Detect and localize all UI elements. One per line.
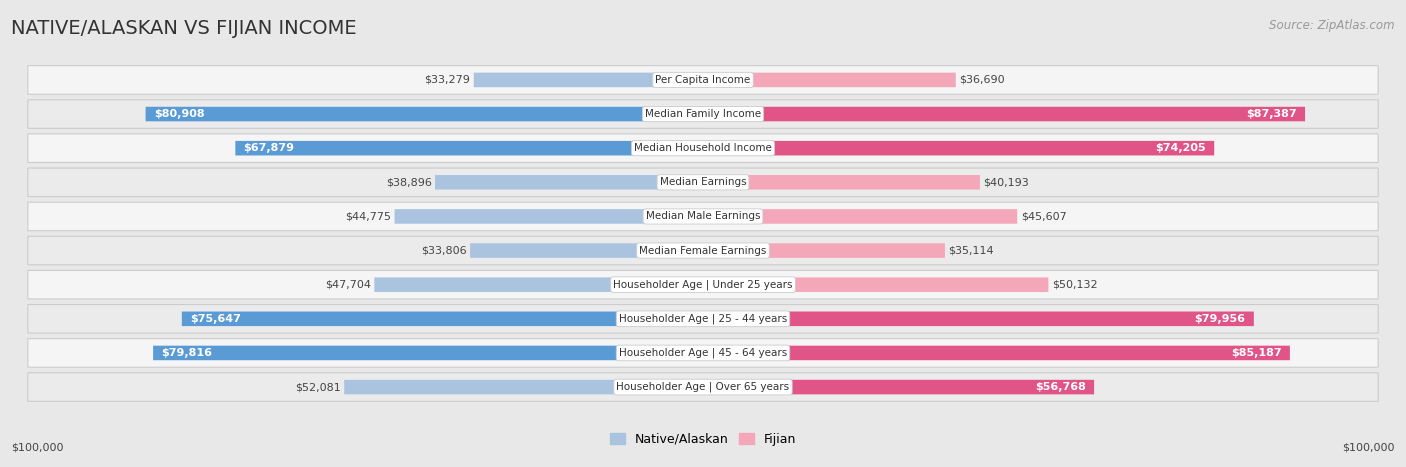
Text: $100,000: $100,000 (11, 443, 63, 453)
Text: $80,908: $80,908 (153, 109, 204, 119)
FancyBboxPatch shape (28, 270, 1378, 299)
FancyBboxPatch shape (703, 141, 1215, 156)
FancyBboxPatch shape (28, 304, 1378, 333)
Text: Median Household Income: Median Household Income (634, 143, 772, 153)
Text: $56,768: $56,768 (1035, 382, 1085, 392)
Text: $47,704: $47,704 (325, 280, 371, 290)
FancyBboxPatch shape (28, 168, 1378, 197)
Text: Source: ZipAtlas.com: Source: ZipAtlas.com (1270, 19, 1395, 32)
Text: $67,879: $67,879 (243, 143, 295, 153)
FancyBboxPatch shape (703, 107, 1305, 121)
FancyBboxPatch shape (28, 236, 1378, 265)
Text: $44,775: $44,775 (344, 212, 391, 221)
FancyBboxPatch shape (146, 107, 703, 121)
FancyBboxPatch shape (395, 209, 703, 224)
Text: $33,279: $33,279 (425, 75, 470, 85)
Text: Median Earnings: Median Earnings (659, 177, 747, 187)
Text: $33,806: $33,806 (420, 246, 467, 255)
FancyBboxPatch shape (344, 380, 703, 394)
FancyBboxPatch shape (703, 73, 956, 87)
Text: $40,193: $40,193 (983, 177, 1029, 187)
FancyBboxPatch shape (703, 346, 1289, 360)
Text: $38,896: $38,896 (385, 177, 432, 187)
FancyBboxPatch shape (703, 175, 980, 190)
Text: $45,607: $45,607 (1021, 212, 1066, 221)
FancyBboxPatch shape (703, 311, 1254, 326)
Text: Median Male Earnings: Median Male Earnings (645, 212, 761, 221)
FancyBboxPatch shape (703, 209, 1017, 224)
FancyBboxPatch shape (374, 277, 703, 292)
Text: $85,187: $85,187 (1232, 348, 1282, 358)
FancyBboxPatch shape (28, 66, 1378, 94)
Text: Householder Age | Over 65 years: Householder Age | Over 65 years (616, 382, 790, 392)
FancyBboxPatch shape (28, 339, 1378, 367)
FancyBboxPatch shape (153, 346, 703, 360)
Text: $100,000: $100,000 (1343, 443, 1395, 453)
Text: $35,114: $35,114 (949, 246, 994, 255)
Text: $79,816: $79,816 (162, 348, 212, 358)
FancyBboxPatch shape (235, 141, 703, 156)
Text: $87,387: $87,387 (1246, 109, 1296, 119)
Text: Householder Age | Under 25 years: Householder Age | Under 25 years (613, 279, 793, 290)
FancyBboxPatch shape (181, 311, 703, 326)
Text: NATIVE/ALASKAN VS FIJIAN INCOME: NATIVE/ALASKAN VS FIJIAN INCOME (11, 19, 357, 38)
Text: Median Female Earnings: Median Female Earnings (640, 246, 766, 255)
FancyBboxPatch shape (28, 134, 1378, 163)
FancyBboxPatch shape (703, 277, 1049, 292)
FancyBboxPatch shape (474, 73, 703, 87)
FancyBboxPatch shape (470, 243, 703, 258)
Text: $75,647: $75,647 (190, 314, 240, 324)
Text: $74,205: $74,205 (1156, 143, 1206, 153)
Text: $36,690: $36,690 (959, 75, 1005, 85)
FancyBboxPatch shape (703, 243, 945, 258)
Text: $52,081: $52,081 (295, 382, 340, 392)
Text: Householder Age | 45 - 64 years: Householder Age | 45 - 64 years (619, 348, 787, 358)
Text: $50,132: $50,132 (1052, 280, 1098, 290)
Text: Householder Age | 25 - 44 years: Householder Age | 25 - 44 years (619, 313, 787, 324)
FancyBboxPatch shape (28, 202, 1378, 231)
Text: Per Capita Income: Per Capita Income (655, 75, 751, 85)
Text: $79,956: $79,956 (1195, 314, 1246, 324)
FancyBboxPatch shape (28, 373, 1378, 401)
FancyBboxPatch shape (434, 175, 703, 190)
Legend: Native/Alaskan, Fijian: Native/Alaskan, Fijian (605, 428, 801, 451)
FancyBboxPatch shape (703, 380, 1094, 394)
Text: Median Family Income: Median Family Income (645, 109, 761, 119)
FancyBboxPatch shape (28, 100, 1378, 128)
